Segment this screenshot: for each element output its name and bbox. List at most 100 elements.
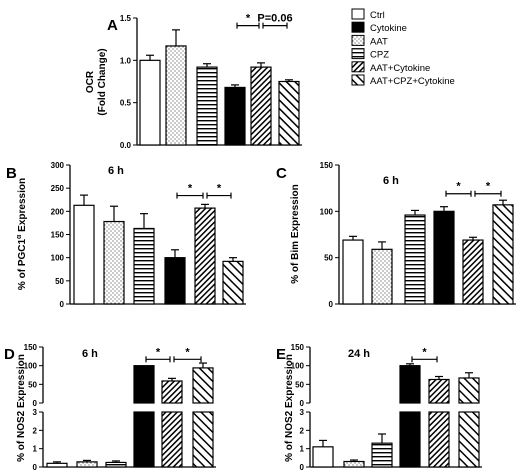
bar — [76, 461, 98, 468]
panel-letter: B — [6, 165, 17, 182]
bar-aat-cpz-cytokine — [192, 362, 214, 468]
bar — [139, 59, 161, 146]
bar — [462, 239, 484, 305]
legend-swatch — [351, 8, 365, 20]
y-tick-label: 3 — [33, 408, 38, 417]
legend-swatch — [351, 34, 365, 46]
significance-label: P=0.06 — [257, 13, 292, 25]
bar-lower-segment — [428, 411, 450, 468]
y-tick-label: 1.5 — [120, 14, 132, 23]
legend-label: Cytokine — [370, 23, 407, 34]
bar — [371, 442, 393, 468]
y-axis-label: OCR(Fold Change) — [85, 48, 108, 115]
bar — [312, 446, 334, 468]
bar-cpz — [133, 213, 155, 305]
bar-cytokine — [164, 249, 186, 305]
panel-letter: D — [4, 346, 15, 363]
y-tick-label: 0 — [33, 463, 38, 472]
bar-cpz — [371, 433, 393, 468]
bar-lower-segment — [192, 411, 214, 468]
bar-ctrl — [46, 461, 68, 468]
y-axis-label-line: OCR — [85, 70, 96, 93]
panel-title: 24 h — [348, 348, 370, 360]
y-tick-label: 250 — [51, 184, 65, 193]
bar — [492, 204, 514, 305]
panel-d: D 6 h 0 50 100 150 0 1 2 3 % of NOS2 Expression * * — [4, 343, 216, 472]
panel-e: E 24 h 0 50 100 150 0 1 2 3 % of NOS2 Expression * — [276, 343, 482, 472]
y-axis-label: % of Bim Expression — [290, 184, 301, 283]
y-tick-label: 1 — [300, 445, 305, 454]
bar-aat-cytokine — [462, 236, 484, 305]
y-tick-label: 100 — [51, 254, 65, 263]
bar-aat — [76, 459, 98, 468]
y-axis-label-sup: α — [16, 234, 23, 239]
significance-label: * — [456, 181, 461, 193]
bar — [192, 367, 214, 404]
panel-a: A 0.0 0.5 1.0 1.5 OCR(Fold Change) * P=0.06 — [85, 13, 302, 150]
bar-lower-segment — [399, 411, 421, 468]
panel-b: B 6 h 0 50 100 150 200 250 300 % of PGC1α Express… — [6, 161, 246, 309]
y-tick-label: 1.0 — [120, 56, 132, 65]
bar — [103, 220, 125, 305]
y-tick-label: 3 — [300, 408, 305, 417]
legend-swatch — [351, 74, 365, 86]
significance-bracket: * — [236, 13, 260, 29]
significance-label: * — [486, 181, 491, 193]
bar — [371, 248, 393, 305]
bar — [433, 210, 455, 305]
bar — [73, 204, 95, 305]
bar-aat-cytokine — [250, 62, 272, 146]
bar — [343, 460, 365, 468]
bar-ctrl — [342, 235, 364, 305]
bar — [165, 45, 187, 146]
significance-label: * — [246, 13, 251, 25]
bar-aat — [165, 29, 187, 146]
bar-lower-segment — [133, 411, 155, 468]
legend-entry: CPZ — [351, 48, 389, 61]
legend: Ctrl Cytokine AAT CPZ AAT+Cytokine AAT+CPZ+Cy… — [351, 8, 455, 87]
legend-entry: AAT+Cytokine — [351, 61, 430, 74]
y-tick-label: 300 — [51, 161, 65, 170]
y-tick-label: 50 — [55, 277, 64, 286]
significance-bracket: * — [445, 181, 472, 197]
bar-cytokine — [399, 363, 421, 468]
bar — [194, 207, 216, 305]
bar-cytokine — [433, 206, 455, 305]
y-tick-label: 0 — [300, 463, 305, 472]
bar — [428, 378, 450, 404]
legend-entry: Cytokine — [351, 21, 407, 34]
legend-entry: Ctrl — [351, 8, 385, 21]
bar — [161, 380, 183, 404]
y-tick-label: 0 — [300, 399, 305, 408]
bar-lower-segment — [161, 411, 183, 468]
y-tick-label: 0.0 — [120, 141, 132, 150]
bar-aat-cpz-cytokine — [222, 257, 244, 305]
panel-letter: C — [276, 165, 287, 182]
bar — [46, 462, 68, 468]
bar-cpz — [105, 460, 127, 468]
y-tick-label: 150 — [24, 343, 38, 352]
bar — [224, 86, 246, 146]
y-tick-label: 100 — [24, 362, 38, 371]
y-axis-label-main: % of PGC1 — [17, 239, 28, 291]
bar — [133, 365, 155, 404]
significance-label: * — [422, 346, 427, 358]
bar — [222, 260, 244, 305]
legend-label: AAT+Cytokine — [370, 63, 430, 74]
y-tick-label: 50 — [28, 380, 37, 389]
significance-bracket: * — [411, 346, 438, 363]
significance-label: * — [188, 183, 193, 195]
bar — [164, 257, 186, 305]
bar-aat-cpz-cytokine — [492, 199, 514, 305]
panel-title: 6 h — [108, 165, 124, 177]
bar — [342, 239, 364, 305]
significance-label: * — [217, 183, 222, 195]
y-axis-label-end: Expression — [17, 178, 28, 235]
legend-entry: AAT+CPZ+Cytokine — [351, 74, 455, 87]
bar — [105, 461, 127, 468]
y-axis-label-line: (Fold Change) — [97, 48, 108, 115]
bar-lower-segment — [458, 411, 480, 468]
panel-letter: E — [276, 346, 286, 363]
y-tick-label: 50 — [324, 254, 333, 263]
